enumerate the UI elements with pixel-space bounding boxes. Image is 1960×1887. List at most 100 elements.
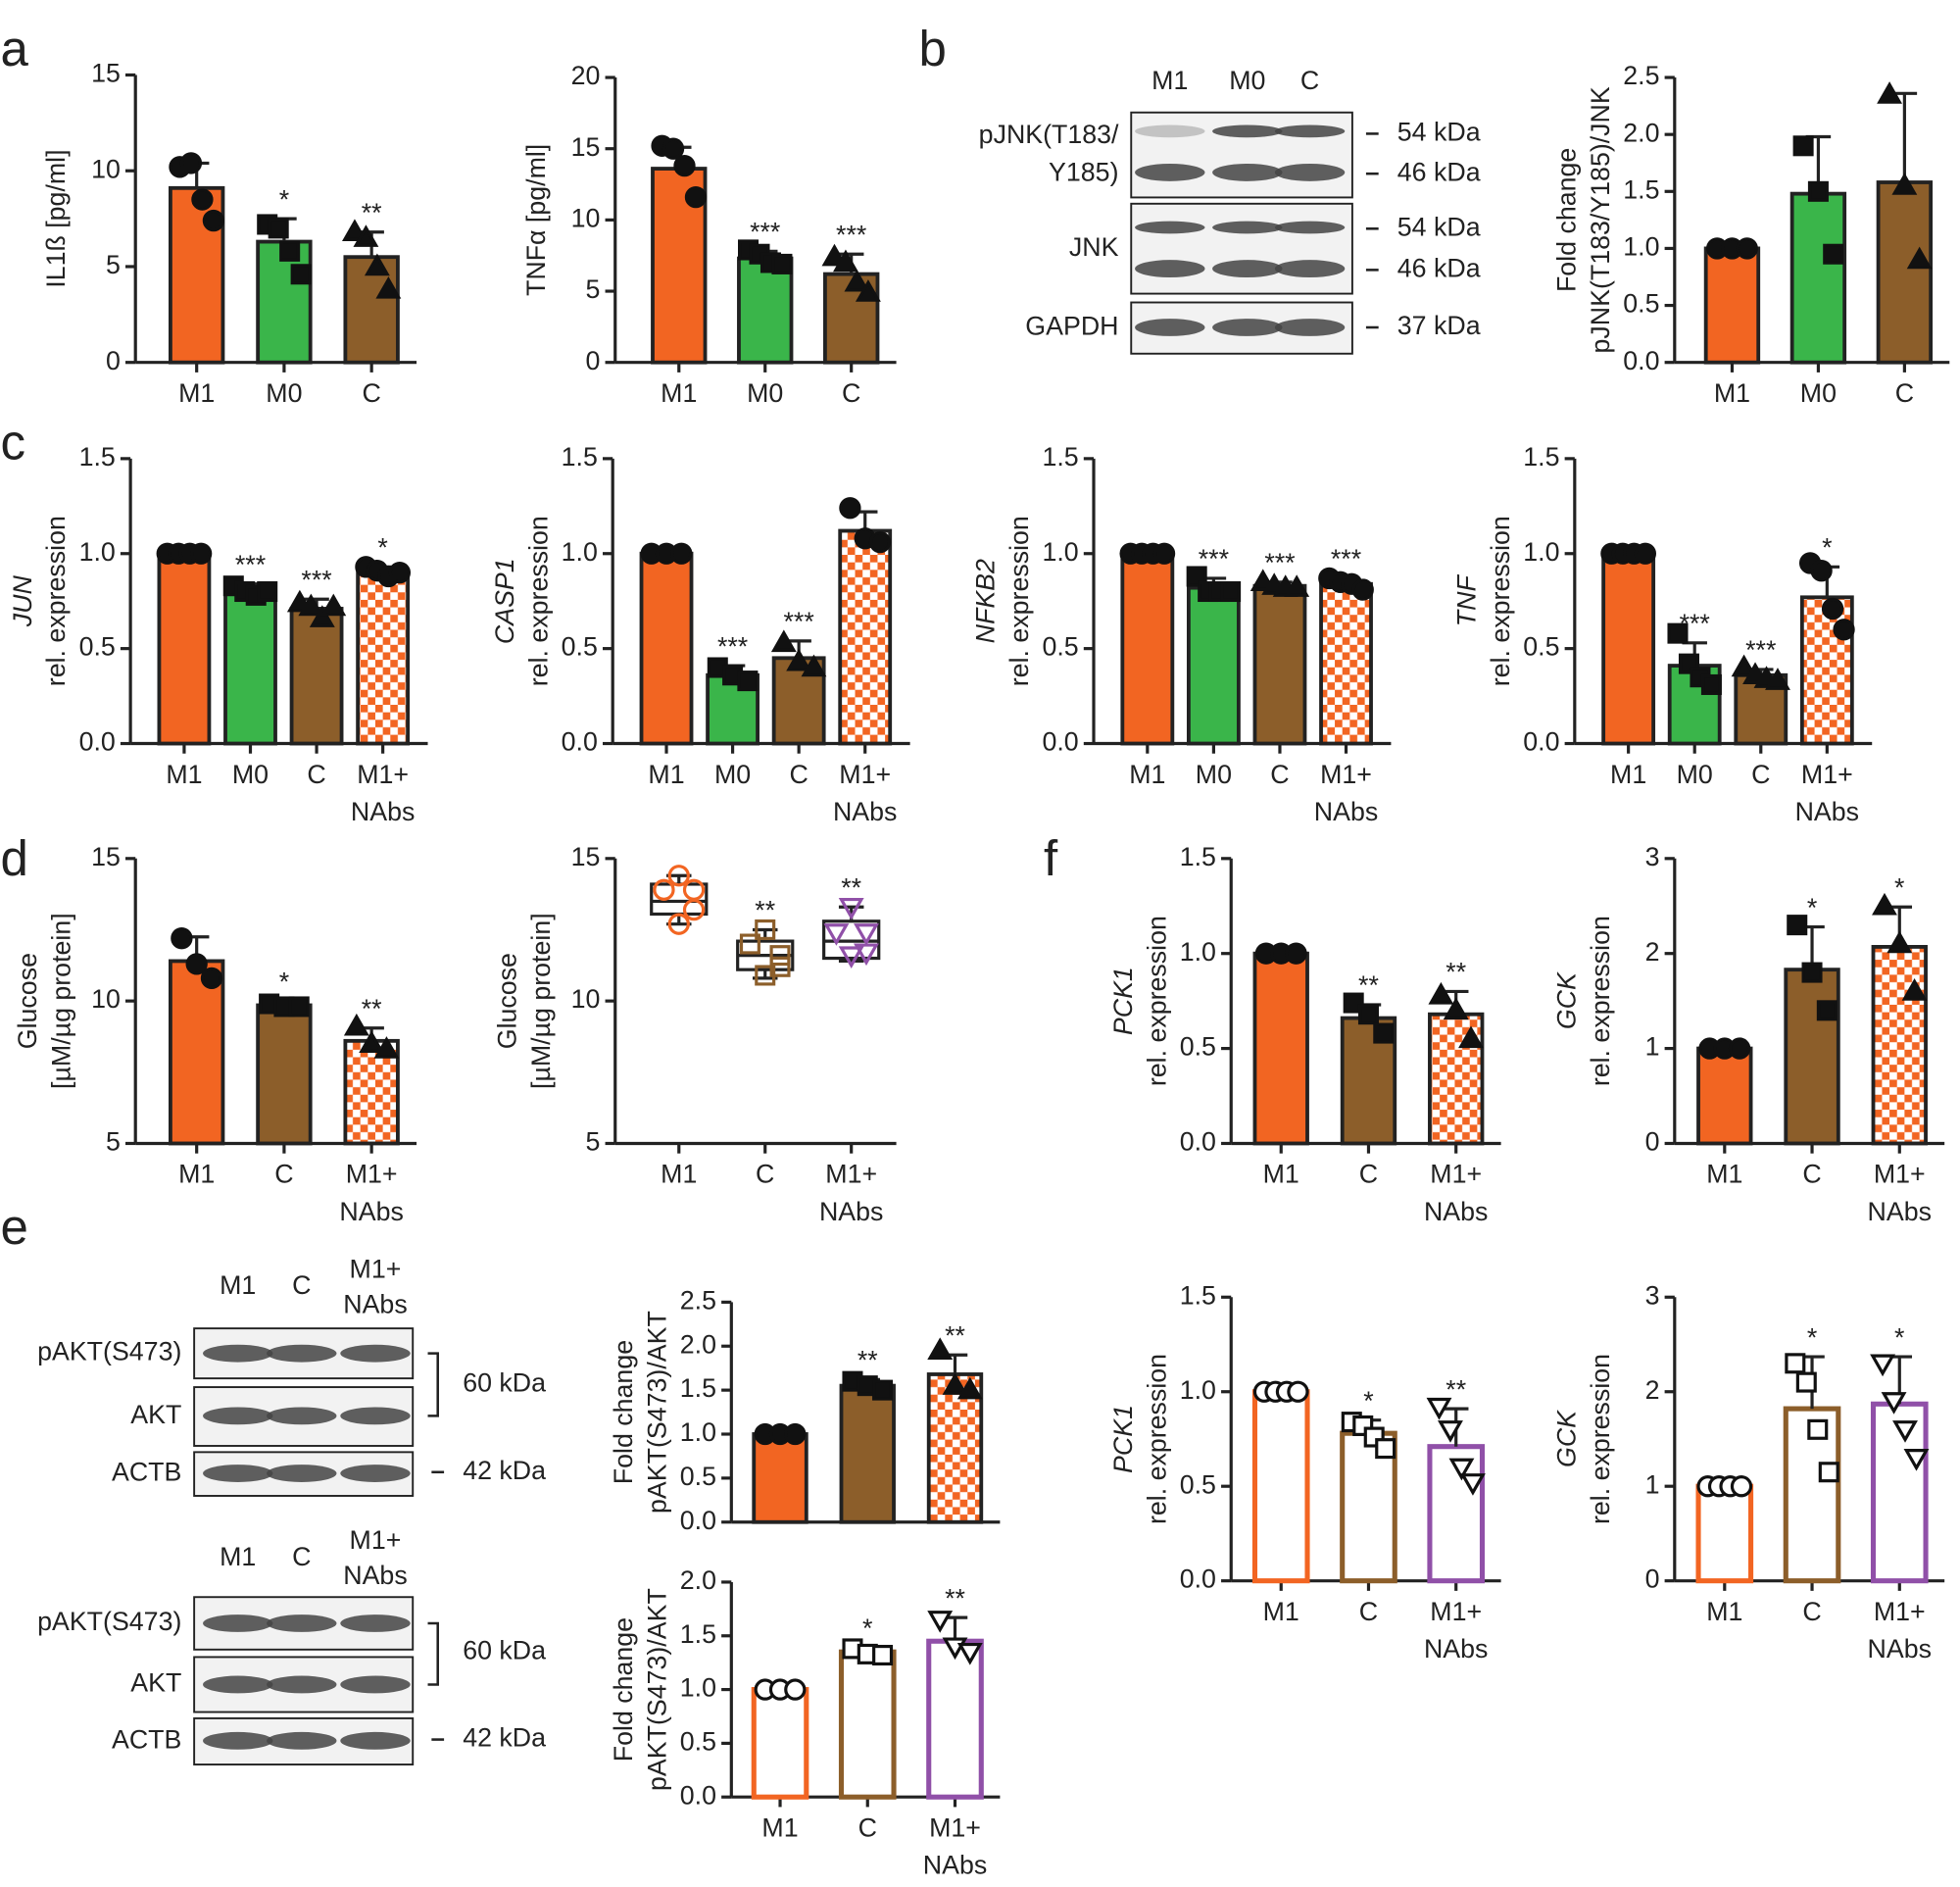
y-tick-label: 5 [106, 1127, 121, 1157]
data-point [1343, 992, 1364, 1014]
data-point [1821, 597, 1844, 621]
data-point [670, 542, 693, 565]
data-point [1731, 654, 1757, 677]
x-tick-label: C [1359, 1160, 1378, 1189]
size-label: 42 kDa [463, 1723, 546, 1753]
x-tick-label: M0 [1677, 760, 1713, 789]
y-tick-label: 2.0 [680, 1565, 716, 1595]
data-point [359, 1030, 385, 1053]
lane-label: M1 [220, 1542, 256, 1571]
y-tick-label: 1 [1645, 1469, 1660, 1499]
data-point [942, 1372, 968, 1395]
data-point [1284, 574, 1310, 597]
y-tick-label: 10 [91, 984, 121, 1014]
data-point [200, 967, 223, 990]
data-point [191, 188, 214, 211]
y-tick-label: 0.0 [1180, 1127, 1216, 1157]
panel-label: e [1, 1199, 28, 1255]
data-point [1448, 1458, 1475, 1481]
data-point [1667, 622, 1689, 644]
data-point [1833, 619, 1855, 641]
y-axis-label: rel. expression [1142, 916, 1171, 1086]
y-tick-label: 1.0 [79, 537, 116, 567]
data-point [1891, 173, 1918, 195]
y-tick-label: 3 [1645, 842, 1660, 871]
y-tick-label: 2.5 [1623, 61, 1659, 90]
data-point [1810, 560, 1833, 582]
error-bar [1891, 91, 1918, 183]
blot-band [1274, 221, 1346, 234]
data-point [1787, 915, 1808, 936]
y-tick-label: 0 [586, 346, 601, 375]
significance: * [279, 184, 289, 214]
significance: ** [1446, 1374, 1466, 1404]
x-tick-label: M1 [178, 1160, 215, 1189]
data-point [673, 154, 696, 177]
y-tick-label: 0.0 [79, 727, 116, 757]
data-point [956, 1376, 983, 1400]
lane-label: C [292, 1542, 311, 1571]
data-point [1426, 1397, 1452, 1420]
x-tick-label: NAbs [819, 1197, 883, 1226]
significance: * [1363, 1386, 1373, 1415]
blot-band [267, 1465, 337, 1482]
y-axis-label: Fold change [609, 1617, 638, 1762]
x-tick-label: M1 [1706, 1160, 1742, 1189]
bar [1186, 585, 1241, 746]
data-point [833, 249, 858, 273]
bar [751, 1687, 809, 1800]
row-label: pJNK(T183/ [979, 120, 1119, 149]
y-axis-label: pAKT(S473)/AKT [642, 1588, 671, 1791]
data-point [257, 580, 278, 603]
panel-label: f [1044, 830, 1058, 886]
data-point [1807, 1418, 1829, 1440]
bar [1427, 1444, 1486, 1584]
data-point [1816, 1000, 1838, 1021]
y-tick-label: 0.5 [1042, 632, 1078, 662]
bar [1251, 1389, 1310, 1584]
blot-band [203, 1614, 273, 1632]
x-tick-label: C [756, 1160, 774, 1189]
x-tick-label: M1 [1129, 760, 1165, 789]
data-point [739, 933, 760, 955]
y-axis-label: NFKB2 [971, 559, 1001, 643]
y-axis-label: rel. expression [1004, 516, 1034, 686]
y-tick-label: 2.0 [680, 1329, 716, 1359]
y-axis-label: JUN [8, 575, 37, 628]
significance: ** [362, 994, 382, 1023]
data-point [1438, 1420, 1463, 1443]
x-tick-label: M1+ [1801, 760, 1853, 789]
y-tick-label: 0.5 [79, 632, 116, 662]
blot-band [1212, 124, 1283, 138]
x-tick-label: NAbs [923, 1851, 987, 1880]
blot-band [340, 1344, 411, 1363]
y-tick-label: 0.0 [680, 1780, 716, 1810]
data-point [388, 561, 411, 584]
data-point [737, 670, 759, 692]
y-axis-label: rel. expression [1486, 516, 1515, 686]
x-tick-label: M1 [761, 1813, 798, 1842]
lane-label: M1 [220, 1270, 256, 1300]
data-point [1906, 246, 1933, 270]
x-tick-label: C [1270, 760, 1289, 789]
x-tick-label: C [274, 1160, 293, 1189]
bar [1789, 191, 1847, 365]
blot-band [1212, 260, 1283, 278]
data-point [784, 1422, 807, 1446]
data-point [1881, 1392, 1907, 1415]
blot-band [203, 1465, 273, 1482]
size-label: 46 kDa [1397, 157, 1481, 186]
y-tick-label: 0.5 [1523, 632, 1559, 662]
x-tick-label: M1+ [1874, 1160, 1926, 1189]
y-axis-label: TNFα [pg/ml] [521, 144, 551, 296]
data-point [179, 152, 203, 174]
x-tick-label: M1 [661, 1160, 697, 1189]
x-tick-label: M1 [1714, 378, 1750, 408]
blot-band [1135, 260, 1205, 278]
y-tick-label: 1.0 [1180, 1375, 1216, 1405]
significance: * [1894, 872, 1904, 902]
x-tick-label: C [362, 378, 380, 408]
row-label: Y185) [1049, 157, 1118, 186]
y-tick-label: 0.0 [680, 1506, 716, 1535]
y-axis-label: Glucose [492, 953, 521, 1049]
